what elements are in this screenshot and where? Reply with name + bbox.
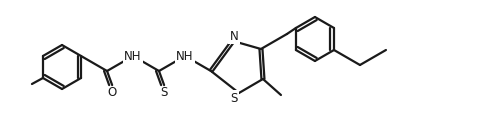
Text: NH: NH bbox=[124, 50, 142, 62]
Text: O: O bbox=[108, 86, 117, 99]
Text: NH: NH bbox=[176, 50, 194, 62]
Text: S: S bbox=[160, 86, 168, 99]
Text: S: S bbox=[230, 92, 237, 104]
Text: N: N bbox=[229, 30, 238, 43]
